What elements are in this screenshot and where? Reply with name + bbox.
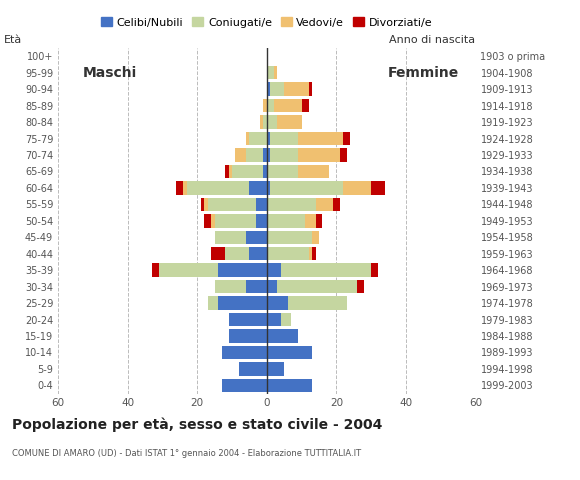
Bar <box>256 214 267 228</box>
Bar <box>249 247 267 261</box>
Bar <box>260 115 263 129</box>
Bar <box>267 83 270 96</box>
Bar <box>211 214 215 228</box>
Text: Maschi: Maschi <box>83 66 137 80</box>
Text: Popolazione per età, sesso e stato civile - 2004: Popolazione per età, sesso e stato civil… <box>12 418 382 432</box>
Bar <box>267 313 281 326</box>
Bar <box>267 66 274 79</box>
Bar <box>267 264 281 277</box>
Bar <box>229 329 267 343</box>
Bar <box>267 198 316 211</box>
Bar <box>371 181 385 194</box>
Bar <box>267 214 305 228</box>
Text: Femmine: Femmine <box>388 66 459 80</box>
Bar <box>263 165 267 178</box>
Bar <box>249 181 267 194</box>
Bar <box>267 181 270 194</box>
Bar <box>218 264 267 277</box>
Bar <box>263 115 267 129</box>
Bar <box>270 148 298 162</box>
Bar <box>312 230 319 244</box>
Bar <box>218 296 267 310</box>
Bar <box>267 99 274 112</box>
Bar <box>215 280 246 293</box>
Bar <box>333 198 340 211</box>
Bar <box>371 264 378 277</box>
Bar <box>267 280 277 293</box>
Bar <box>204 198 208 211</box>
Bar <box>267 132 270 145</box>
Bar <box>232 165 263 178</box>
Bar <box>274 66 277 79</box>
Bar <box>312 247 316 261</box>
Bar <box>302 99 309 112</box>
Bar <box>284 83 309 96</box>
Bar <box>229 165 232 178</box>
Bar <box>274 99 302 112</box>
Text: COMUNE DI AMARO (UD) - Dati ISTAT 1° gennaio 2004 - Elaborazione TUTTITALIA.IT: COMUNE DI AMARO (UD) - Dati ISTAT 1° gen… <box>12 449 361 458</box>
Bar <box>298 148 340 162</box>
Bar <box>298 165 329 178</box>
Bar <box>246 132 249 145</box>
Bar <box>225 247 249 261</box>
Bar <box>343 181 371 194</box>
Bar <box>229 313 267 326</box>
Bar <box>316 198 333 211</box>
Bar <box>204 214 211 228</box>
Bar <box>288 296 347 310</box>
Bar <box>215 214 256 228</box>
Bar <box>316 214 322 228</box>
Bar <box>201 198 204 211</box>
Bar <box>183 181 187 194</box>
Bar <box>235 148 246 162</box>
Bar <box>187 181 249 194</box>
Bar <box>267 379 312 392</box>
Bar <box>246 280 267 293</box>
Bar <box>208 296 218 310</box>
Bar <box>309 83 312 96</box>
Text: Anno di nascita: Anno di nascita <box>390 35 476 45</box>
Bar <box>305 214 316 228</box>
Bar <box>222 379 267 392</box>
Bar <box>343 132 350 145</box>
Bar <box>277 280 357 293</box>
Bar <box>309 247 312 261</box>
Bar <box>256 198 267 211</box>
Bar <box>298 132 343 145</box>
Bar <box>270 181 343 194</box>
Bar <box>281 264 371 277</box>
Legend: Celibi/Nubili, Coniugati/e, Vedovi/e, Divorziati/e: Celibi/Nubili, Coniugati/e, Vedovi/e, Di… <box>97 13 437 32</box>
Bar <box>249 132 267 145</box>
Bar <box>267 247 309 261</box>
Bar <box>263 99 267 112</box>
Text: Età: Età <box>3 35 22 45</box>
Bar <box>225 165 229 178</box>
Bar <box>239 362 267 376</box>
Bar <box>340 148 347 162</box>
Bar <box>246 148 263 162</box>
Bar <box>267 362 284 376</box>
Bar <box>246 230 267 244</box>
Bar <box>215 230 246 244</box>
Bar <box>267 165 298 178</box>
Bar <box>270 83 284 96</box>
Bar <box>267 148 270 162</box>
Bar <box>277 115 302 129</box>
Bar <box>267 296 288 310</box>
Bar <box>222 346 267 359</box>
Bar <box>270 132 298 145</box>
Bar <box>211 247 225 261</box>
Bar <box>208 198 256 211</box>
Bar <box>152 264 159 277</box>
Bar <box>159 264 218 277</box>
Bar <box>176 181 183 194</box>
Bar <box>267 115 277 129</box>
Bar <box>267 346 312 359</box>
Bar <box>357 280 364 293</box>
Bar <box>267 230 312 244</box>
Bar <box>267 329 298 343</box>
Bar <box>281 313 291 326</box>
Bar <box>263 148 267 162</box>
